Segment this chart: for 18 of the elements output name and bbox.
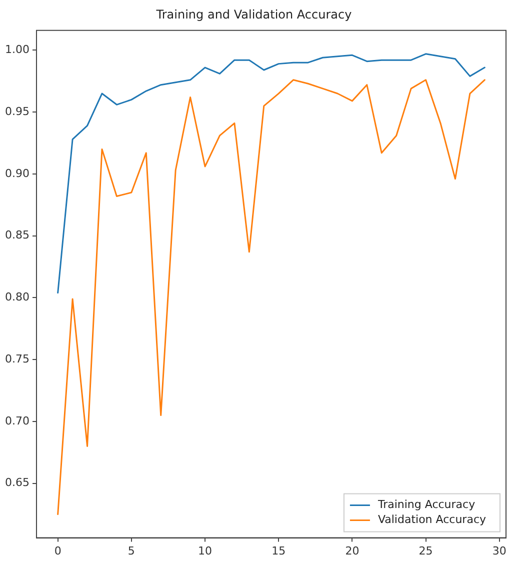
x-tick-label: 10 bbox=[198, 544, 212, 558]
y-tick-label: 0.70 bbox=[4, 414, 30, 428]
y-tick-label: 0.75 bbox=[4, 352, 30, 366]
x-tick-label: 30 bbox=[492, 544, 506, 558]
y-tick-label: 1.00 bbox=[4, 43, 30, 56]
y-tick-label: 0.90 bbox=[4, 166, 30, 180]
chart-title: Training and Validation Accuracy bbox=[155, 7, 352, 22]
legend-label: Training Accuracy bbox=[376, 498, 476, 512]
legend-label: Validation Accuracy bbox=[378, 513, 486, 526]
x-tick-label: 20 bbox=[345, 544, 360, 558]
x-tick-label: 5 bbox=[128, 544, 135, 558]
x-tick-label: 0 bbox=[54, 544, 62, 558]
y-tick-label: 0.95 bbox=[4, 104, 30, 118]
y-tick-label: 0.65 bbox=[4, 476, 30, 490]
x-tick-label: 25 bbox=[418, 544, 433, 558]
y-tick-label: 0.85 bbox=[4, 228, 30, 242]
x-tick-label: 15 bbox=[272, 544, 286, 558]
y-tick-label: 0.80 bbox=[4, 290, 30, 304]
